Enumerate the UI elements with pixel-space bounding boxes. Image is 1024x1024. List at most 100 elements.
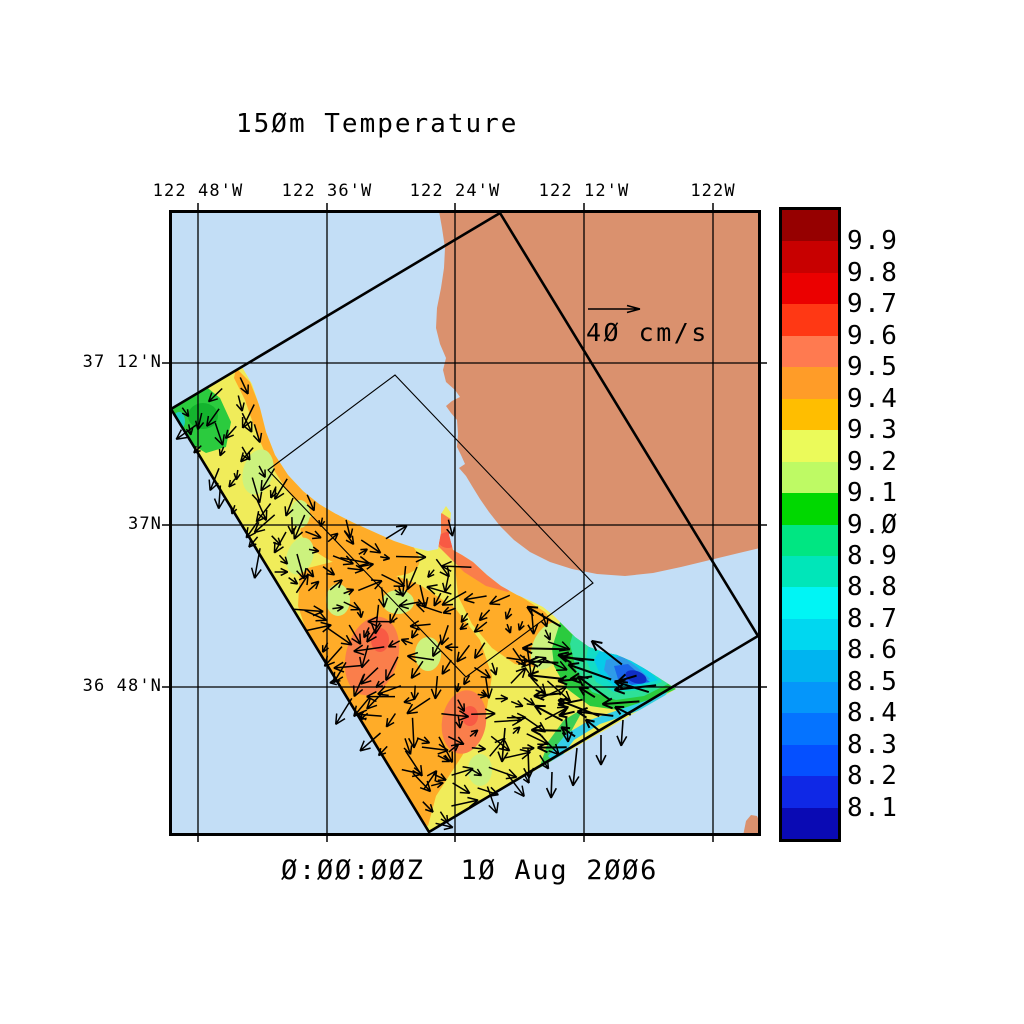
vector-arrow [193, 445, 202, 454]
colorbar-cell [782, 618, 838, 651]
field-blob [371, 628, 389, 652]
vector-arrow [307, 580, 320, 592]
vector-arrow [504, 607, 513, 620]
vector-arrow [207, 387, 223, 403]
colorbar-label: 8.6 [847, 635, 899, 666]
vector-arrow [456, 644, 470, 663]
vector-arrow [576, 675, 612, 702]
vector-arrow [306, 567, 315, 578]
field-blob [286, 537, 314, 575]
colorbar-label: 9.3 [847, 415, 899, 446]
vector-arrow [444, 643, 459, 652]
x-tick-label: 122W [690, 181, 736, 201]
vector-arrow [489, 594, 511, 606]
vector-arrow [590, 639, 623, 666]
vector-arrow [463, 675, 471, 686]
vector-arrow [175, 423, 198, 441]
colorbar-cell [782, 807, 838, 840]
vector-arrow [469, 729, 479, 737]
colorbar-cell [782, 398, 838, 431]
peninsula-land-patch [743, 815, 759, 834]
vector-arrow [478, 609, 491, 622]
vector-arrow [568, 747, 580, 787]
graticule [171, 212, 759, 834]
vector-arrow [441, 710, 470, 722]
y-tick-label: 36 48'N [82, 676, 162, 696]
vector-arrow [471, 708, 496, 720]
vector-arrow [343, 601, 361, 611]
vector-arrow [452, 782, 471, 795]
vector-arrow [489, 662, 498, 676]
vector-arrow [584, 718, 600, 732]
colorbar-cell [782, 713, 838, 745]
field-blob [298, 560, 492, 826]
vector-arrow [224, 425, 237, 440]
vector-arrow [517, 620, 525, 631]
vector-arrow [321, 642, 329, 653]
vector-arrow [343, 588, 355, 596]
vector-arrow [423, 770, 438, 790]
field-blob [468, 754, 492, 786]
vector-arrow [273, 478, 288, 500]
field-blob [234, 368, 340, 523]
vector-arrow [248, 536, 259, 548]
vector-arrow [421, 743, 449, 755]
colorbar-cell [782, 430, 838, 462]
x-tick-label: 122 36'W [281, 181, 373, 201]
vector-arrow [430, 676, 442, 700]
vector-arrow [332, 604, 344, 612]
vector-arrow [441, 560, 472, 572]
field-blob [326, 584, 350, 616]
vector-arrow [530, 724, 562, 736]
vector-arrow [435, 820, 454, 831]
colorbar-cell [782, 304, 838, 336]
vector-arrow [505, 772, 525, 798]
vector-arrow [486, 786, 499, 814]
vector-arrow [367, 616, 395, 628]
map: 4Ø cm/s [162, 203, 767, 842]
vector-arrow [457, 699, 466, 713]
vector-arrow [454, 682, 462, 693]
vector-arrow [448, 743, 460, 753]
vector-arrow [497, 727, 509, 763]
colorbar-label: 9.4 [847, 383, 899, 414]
inner-domain-outline [267, 374, 594, 678]
vector-arrow [356, 709, 382, 721]
colorbar-cell [782, 776, 838, 808]
vector-arrow [422, 801, 434, 813]
vector-arrow [482, 677, 493, 699]
vector-arrow [306, 494, 316, 512]
vector-arrow [385, 656, 399, 681]
x-tick-label: 122 24'W [409, 181, 501, 201]
vector-arrow [561, 717, 573, 743]
timestamp: Ø:ØØ:ØØZ 1Ø Aug 2ØØ6 [281, 855, 659, 886]
vector-arrow [348, 624, 362, 645]
land-region [436, 212, 759, 834]
vector-arrow [218, 446, 226, 457]
vector-arrow [595, 735, 607, 766]
colorbar-label: 8.2 [847, 761, 899, 792]
colorbar-label: 9.2 [847, 446, 899, 477]
field-blob [290, 500, 310, 528]
colorbar-label: 9.8 [847, 257, 899, 288]
vector-arrow [326, 627, 353, 646]
vector-arrow [451, 796, 479, 808]
vector-arrow [406, 651, 435, 663]
vector-arrow [613, 678, 650, 694]
vector-arrow [407, 717, 420, 749]
vector-arrow [352, 674, 365, 698]
vector-arrow [463, 592, 487, 604]
vector-arrow [405, 566, 418, 591]
vector-arrow [543, 629, 552, 641]
vector-arrow [230, 504, 238, 515]
colorbar-cell [782, 210, 838, 242]
vector-arrow [510, 667, 527, 684]
vector-arrow [409, 620, 431, 631]
colorbar-label: 9.Ø [847, 509, 899, 540]
colorbar-cell [782, 461, 838, 494]
field-blob [300, 513, 420, 577]
map-frame [169, 210, 761, 836]
vector-arrow [284, 497, 294, 517]
vector-arrow [278, 554, 289, 565]
vector-arrow [441, 590, 467, 606]
